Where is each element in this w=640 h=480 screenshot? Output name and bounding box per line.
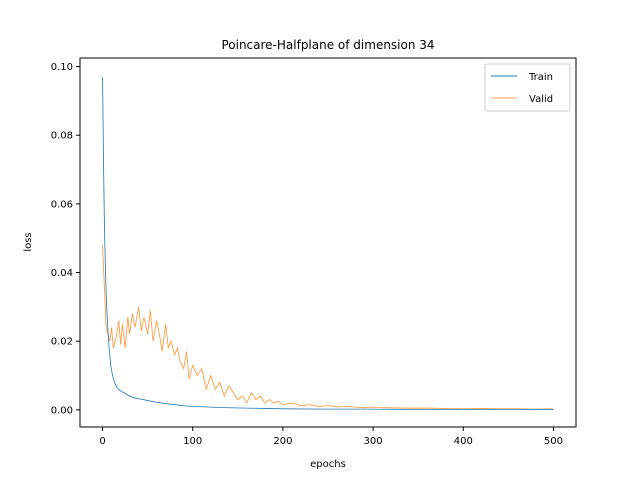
- plot-frame: [79, 57, 577, 428]
- x-tick-label: 200: [273, 436, 292, 447]
- y-tick-label: 0.06: [51, 199, 73, 210]
- x-tick-label: 500: [544, 436, 563, 447]
- x-tick-label: 0: [99, 436, 105, 447]
- chart-title: Poincare-Halfplane of dimension 34: [221, 38, 434, 52]
- legend: Train Valid: [484, 63, 571, 112]
- y-tick-label: 0.04: [51, 268, 73, 279]
- y-axis-ticks: 0.00 0.02 0.04 0.06 0.08 0.10: [51, 62, 80, 416]
- series-line-valid: [102, 245, 554, 410]
- y-tick-label: 0.08: [51, 131, 73, 142]
- y-tick-label: 0.00: [51, 405, 73, 416]
- plot-lines: [102, 76, 554, 410]
- y-tick-label: 0.10: [51, 62, 73, 73]
- y-axis-label: loss: [23, 232, 34, 251]
- x-tick-label: 400: [454, 436, 473, 447]
- y-tick-label: 0.02: [51, 337, 73, 348]
- legend-label-valid: Valid: [529, 94, 553, 105]
- x-tick-label: 100: [183, 436, 202, 447]
- x-axis-ticks: 0 100 200 300 400 500: [99, 427, 563, 447]
- x-axis-label: epochs: [310, 459, 346, 470]
- legend-label-train: Train: [528, 72, 553, 83]
- x-tick-label: 300: [364, 436, 383, 447]
- series-line-train: [102, 76, 554, 410]
- legend-box: [484, 63, 571, 112]
